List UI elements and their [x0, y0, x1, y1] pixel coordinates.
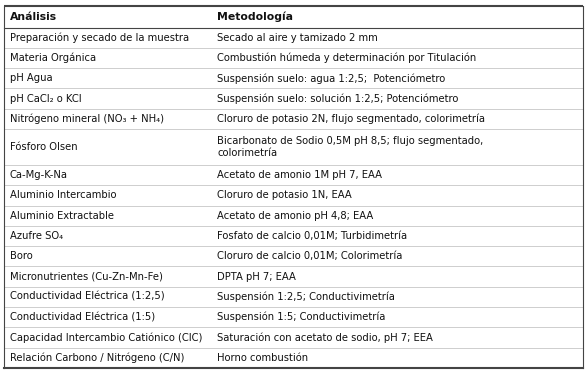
Text: Conductividad Eléctrica (1:5): Conductividad Eléctrica (1:5) [10, 312, 155, 322]
Text: Suspensión suelo: solución 1:2,5; Potenciómetro: Suspensión suelo: solución 1:2,5; Potenc… [217, 94, 458, 104]
Text: Análisis: Análisis [10, 12, 57, 22]
Text: Secado al aire y tamizado 2 mm: Secado al aire y tamizado 2 mm [217, 33, 378, 43]
Text: Bicarbonato de Sodio 0,5M pH 8,5; flujo segmentado,: Bicarbonato de Sodio 0,5M pH 8,5; flujo … [217, 136, 483, 146]
Text: Preparación y secado de la muestra: Preparación y secado de la muestra [10, 33, 189, 43]
Text: Relación Carbono / Nitrógeno (C/N): Relación Carbono / Nitrógeno (C/N) [10, 353, 184, 363]
Text: DPTA pH 7; EAA: DPTA pH 7; EAA [217, 272, 296, 282]
Text: Combustión húmeda y determinación por Titulación: Combustión húmeda y determinación por Ti… [217, 53, 477, 63]
Text: Suspensión suelo: agua 1:2,5;  Potenciómetro: Suspensión suelo: agua 1:2,5; Potencióme… [217, 73, 446, 83]
Text: Aluminio Intercambio: Aluminio Intercambio [10, 190, 116, 200]
Text: Acetato de amonio pH 4,8; EAA: Acetato de amonio pH 4,8; EAA [217, 211, 373, 221]
Text: Azufre SO₄: Azufre SO₄ [10, 231, 63, 241]
Text: Materia Orgánica: Materia Orgánica [10, 53, 96, 63]
Text: Cloruro de potasio 2N, flujo segmentado, colorimetría: Cloruro de potasio 2N, flujo segmentado,… [217, 114, 485, 124]
Text: Saturación con acetato de sodio, pH 7; EEA: Saturación con acetato de sodio, pH 7; E… [217, 332, 433, 343]
Text: Cloruro de calcio 0,01M; Colorimetría: Cloruro de calcio 0,01M; Colorimetría [217, 251, 403, 261]
Text: Conductividad Eléctrica (1:2,5): Conductividad Eléctrica (1:2,5) [10, 292, 164, 302]
Text: Cloruro de potasio 1N, EAA: Cloruro de potasio 1N, EAA [217, 190, 352, 200]
Text: Fósforo Olsen: Fósforo Olsen [10, 142, 77, 152]
Text: Acetato de amonio 1M pH 7, EAA: Acetato de amonio 1M pH 7, EAA [217, 170, 382, 180]
Text: Metodología: Metodología [217, 12, 293, 22]
Text: colorimetría: colorimetría [217, 148, 277, 158]
Text: Nitrógeno mineral (NO₃ + NH₄): Nitrógeno mineral (NO₃ + NH₄) [10, 114, 164, 124]
Text: Capacidad Intercambio Catiónico (CIC): Capacidad Intercambio Catiónico (CIC) [10, 332, 203, 343]
Text: Horno combustión: Horno combustión [217, 353, 308, 363]
Text: Boro: Boro [10, 251, 33, 261]
Text: Suspensión 1:5; Conductivimetría: Suspensión 1:5; Conductivimetría [217, 312, 386, 322]
Text: Fosfato de calcio 0,01M; Turbidimetría: Fosfato de calcio 0,01M; Turbidimetría [217, 231, 407, 241]
Text: pH CaCl₂ o KCl: pH CaCl₂ o KCl [10, 94, 82, 104]
Text: Suspensión 1:2,5; Conductivimetría: Suspensión 1:2,5; Conductivimetría [217, 292, 395, 302]
Text: pH Agua: pH Agua [10, 73, 53, 83]
Text: Micronutrientes (Cu-Zn-Mn-Fe): Micronutrientes (Cu-Zn-Mn-Fe) [10, 272, 163, 282]
Text: Aluminio Extractable: Aluminio Extractable [10, 211, 114, 221]
Text: Ca-Mg-K-Na: Ca-Mg-K-Na [10, 170, 68, 180]
